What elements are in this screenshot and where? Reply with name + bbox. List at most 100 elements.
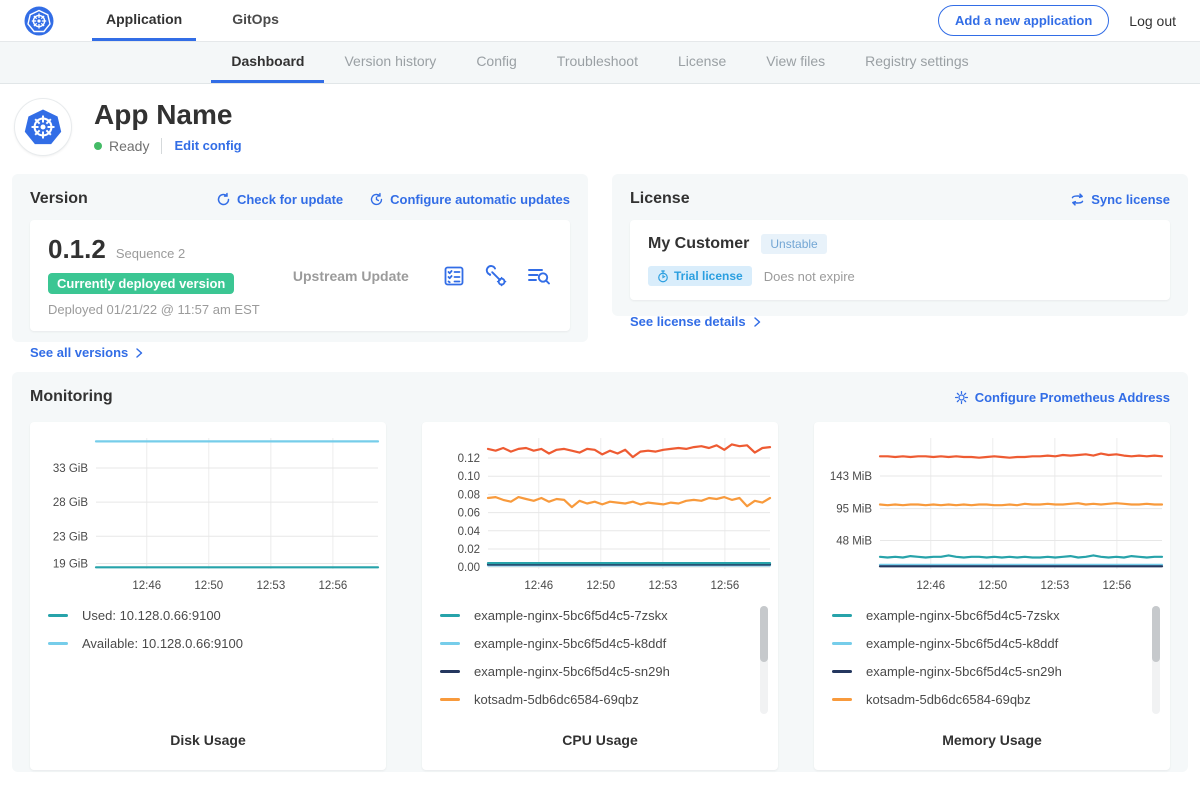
legend-color-dash [440,670,460,673]
legend-scrollbar-thumb[interactable] [760,606,768,662]
license-summary-card: My Customer Unstable Trial license Does … [630,220,1170,300]
license-card-title: License [630,190,690,208]
legend-item: Used: 10.128.0.66:9100 [48,608,356,623]
add-new-application-button[interactable]: Add a new application [938,5,1109,36]
legend-item: example-nginx-5bc6f5d4c5-sn29h [440,664,748,679]
currently-deployed-badge: Currently deployed version [48,273,234,294]
nav-tab-application[interactable]: Application [92,0,196,41]
app-subnav: Dashboard Version history Config Trouble… [0,42,1200,84]
legend-color-dash [832,614,852,617]
svg-text:12:53: 12:53 [1040,580,1069,592]
license-card: License Sync license My Customer Unstabl… [612,174,1188,316]
svg-text:0.06: 0.06 [458,508,480,520]
legend-label: kotsadm-5db6dc6584-69qbz [866,692,1031,707]
see-all-versions-link[interactable]: See all versions [30,345,145,360]
legend-scrollbar-thumb[interactable] [1152,606,1160,662]
legend-item: kotsadm-5db6dc6584-69qbz [832,692,1140,707]
svg-text:12:50: 12:50 [978,580,1007,592]
legend-item: example-nginx-5bc6f5d4c5-7zskx [832,608,1140,623]
memory-usage-legend: example-nginx-5bc6f5d4c5-7zskx example-ng… [814,604,1170,732]
divider [161,138,162,154]
app-header: App Name Ready Edit config [0,84,1200,174]
svg-text:0.00: 0.00 [458,562,480,574]
svg-text:0.04: 0.04 [458,526,481,538]
legend-item: Available: 10.128.0.66:9100 [48,636,356,651]
tab-view-files[interactable]: View files [746,42,845,83]
version-card-title: Version [30,190,88,208]
cpu-usage-chart-card: 12:4612:5012:5312:560.000.020.040.060.08… [422,422,778,770]
legend-color-dash [832,642,852,645]
log-out-link[interactable]: Log out [1129,13,1176,29]
tab-dashboard[interactable]: Dashboard [211,42,324,83]
sequence-label: Sequence 2 [116,246,185,261]
legend-item: example-nginx-5bc6f5d4c5-sn29h [832,664,1140,679]
svg-text:0.10: 0.10 [458,471,480,483]
edit-config-icon[interactable] [484,264,508,288]
svg-text:28 GiB: 28 GiB [53,497,88,509]
svg-text:19 GiB: 19 GiB [53,559,88,571]
legend-label: Available: 10.128.0.66:9100 [82,636,243,651]
memory-usage-chart-card: 12:4612:5012:5312:5648 MiB95 MiB143 MiB … [814,422,1170,770]
svg-text:23 GiB: 23 GiB [53,531,88,543]
svg-text:12:56: 12:56 [710,580,739,592]
disk-usage-chart-card: 12:4612:5012:5312:5619 GiB23 GiB28 GiB33… [30,422,386,770]
monitoring-section: Monitoring Configure Prometheus Address … [12,372,1188,772]
chart-title: Disk Usage [30,732,386,770]
svg-text:12:53: 12:53 [256,580,285,592]
top-nav: Application GitOps Add a new application… [0,0,1200,42]
svg-text:12:56: 12:56 [318,580,347,592]
tab-registry-settings[interactable]: Registry settings [845,42,988,83]
status-dot [94,142,102,150]
refresh-icon [216,192,231,207]
nav-tab-gitops[interactable]: GitOps [218,0,293,41]
legend-label: Used: 10.128.0.66:9100 [82,608,221,623]
legend-color-dash [832,670,852,673]
sync-icon [1070,192,1085,207]
svg-text:12:50: 12:50 [586,580,615,592]
gear-icon [954,390,969,405]
chevron-right-icon [751,316,763,328]
svg-text:12:56: 12:56 [1102,580,1131,592]
tab-license[interactable]: License [658,42,746,83]
legend-item: example-nginx-5bc6f5d4c5-7zskx [440,608,748,623]
kubernetes-logo-icon[interactable] [24,0,54,41]
license-expiry: Does not expire [764,269,855,284]
configure-automatic-updates-link[interactable]: Configure automatic updates [369,192,570,207]
tab-troubleshoot[interactable]: Troubleshoot [537,42,658,83]
preflight-checks-icon[interactable] [442,264,466,288]
svg-text:12:53: 12:53 [648,580,677,592]
monitoring-title: Monitoring [30,388,113,406]
legend-label: example-nginx-5bc6f5d4c5-k8ddf [866,636,1058,651]
svg-text:12:46: 12:46 [524,580,553,592]
version-number: 0.1.2 [48,234,106,265]
view-logs-icon[interactable] [526,264,552,288]
edit-config-link[interactable]: Edit config [174,138,241,153]
svg-text:12:50: 12:50 [194,580,223,592]
svg-text:95 MiB: 95 MiB [836,504,872,516]
legend-label: example-nginx-5bc6f5d4c5-sn29h [474,664,670,679]
configure-prometheus-link[interactable]: Configure Prometheus Address [954,390,1170,405]
disk-usage-chart: 12:4612:5012:5312:5619 GiB23 GiB28 GiB33… [30,426,386,604]
customer-name: My Customer [648,235,749,253]
summary-cards-row: Version Check for update Configure au [0,174,1200,342]
stopwatch-icon [657,270,669,283]
legend-scrollbar[interactable] [760,606,768,714]
legend-scrollbar[interactable] [1152,606,1160,714]
channel-badge: Unstable [761,234,826,254]
see-license-details-link[interactable]: See license details [630,314,763,329]
check-for-update-link[interactable]: Check for update [216,192,343,207]
version-source-label: Upstream Update [293,268,409,284]
kots-admin-console: Application GitOps Add a new application… [0,0,1200,796]
deployed-timestamp: Deployed 01/21/22 @ 11:57 am EST [48,302,260,317]
legend-label: example-nginx-5bc6f5d4c5-sn29h [866,664,1062,679]
legend-color-dash [48,614,68,617]
memory-usage-chart: 12:4612:5012:5312:5648 MiB95 MiB143 MiB [814,426,1170,604]
svg-text:0.12: 0.12 [458,453,480,465]
legend-item: example-nginx-5bc6f5d4c5-k8ddf [440,636,748,651]
tab-config[interactable]: Config [456,42,536,83]
tab-version-history[interactable]: Version history [324,42,456,83]
status-label: Ready [109,138,149,154]
sync-license-link[interactable]: Sync license [1070,192,1170,207]
legend-item: example-nginx-5bc6f5d4c5-k8ddf [832,636,1140,651]
trial-license-badge: Trial license [648,266,752,286]
